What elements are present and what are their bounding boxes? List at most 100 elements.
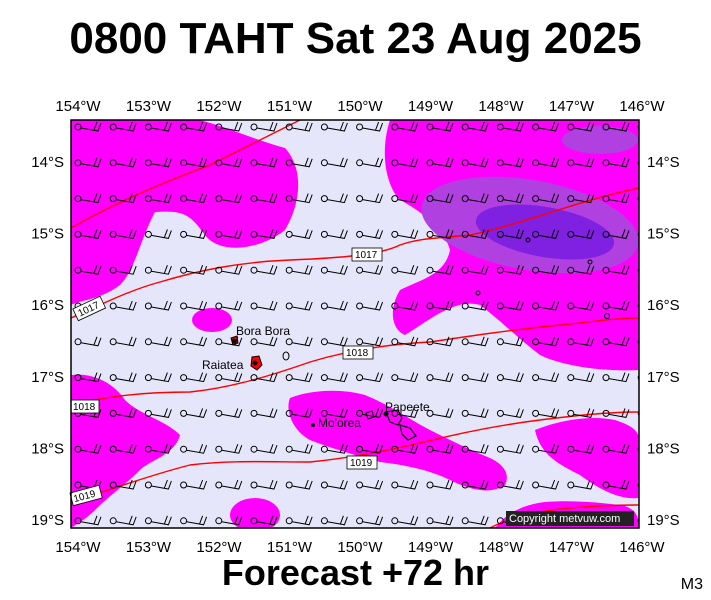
wind-barb [250,372,278,383]
wind-barb [109,157,137,168]
wind-barb [391,265,419,275]
wind-barb [320,408,348,418]
latitude-label-right: 19°S [647,512,680,529]
wind-barb [426,265,454,275]
wind-barb [144,157,172,168]
model-code: M3 [680,576,703,593]
wind-barb [109,444,137,454]
map-frame [70,119,640,529]
wind-barb [602,336,630,347]
wind-barb [285,408,313,418]
wind-barb [391,479,419,490]
wind-barb [391,372,419,383]
isobar-label-1019: 1019 [350,458,373,469]
wind-barb [496,408,524,418]
wind-barb [391,229,419,239]
wind-barb [496,372,524,383]
wind-barb [109,408,137,418]
isobar-label-group: 1017 1018 1019 1017 1018 1019 [69,247,383,507]
wind-barb [215,372,243,383]
longitude-label-top: 150°W [337,98,383,115]
longitude-label-bottom: 147°W [549,539,595,556]
wind-barb [602,408,630,418]
wind-barb [426,157,454,168]
longitude-label-top: 146°W [619,98,665,115]
wind-barb [109,515,137,526]
wind-barb [109,336,137,347]
wind-barb [285,157,313,168]
latitude-label-left: 16°S [31,297,64,314]
wind-barb [356,444,384,454]
place-label-raiatea: Raiatea [202,358,244,372]
wind-barb [180,193,208,204]
latitude-label-left: 18°S [31,440,64,457]
latitude-label-right: 18°S [647,440,680,457]
wind-barb [285,336,313,347]
wind-barb [461,336,489,347]
wind-barb [180,336,208,347]
isobar-label-1017: 1017 [355,250,378,261]
wind-barb [426,229,454,239]
wind-barb [567,265,595,275]
island-moorea [365,410,375,420]
wind-barb [532,121,560,132]
wind-barb [637,267,639,273]
place-marker-bora-bora [231,338,237,344]
axis-group: 154°W 154°W 153°W 153°W 152°W 152°W 151°W 151°W… [31,98,679,556]
latitude-label-right: 17°S [647,369,680,386]
wind-barb [250,479,278,490]
wind-barb [215,193,243,204]
wind-barb [532,372,560,383]
wind-barb [461,515,489,526]
forecast-label: Forecast +72 hr [221,552,490,593]
isobar-1017-a [71,120,301,229]
wind-barb [356,265,384,275]
wind-barb [74,444,102,454]
wind-barb [180,265,208,275]
longitude-label-bottom: 151°W [267,539,313,556]
wind-barb [109,265,137,275]
wind-barb [356,408,384,418]
wind-barb [356,372,384,383]
wind-barb [250,121,278,132]
wind-barb [532,193,560,204]
wind-barb [180,121,208,132]
wind-barb [109,479,137,490]
wind-barb [567,193,595,204]
wind-barb [637,195,639,202]
wind-barb [602,444,630,454]
wind-barb [496,121,524,132]
wind-barb [356,229,384,239]
longitude-label-bottom: 148°W [478,539,524,556]
wind-barb [532,157,560,168]
wind-barb [496,157,524,168]
wind-barb [532,300,560,311]
wind-barb [285,229,313,239]
wind-barb [461,444,489,454]
place-label-moorea: Mo'orea [318,416,361,430]
wind-barb [109,300,137,311]
isobar-label-1018: 1018 [346,348,369,359]
wind-barb [320,479,348,490]
longitude-label-top: 148°W [478,98,524,115]
wind-barb [74,229,102,239]
wind-barb [250,444,278,454]
wind-barb [567,479,595,490]
wind-barb [391,121,419,132]
wind-barb [426,408,454,418]
wind-barb [320,372,348,383]
wind-barb [109,372,137,383]
wind-barb [285,300,313,311]
wind-core-higher [475,204,615,260]
wind-barb [391,515,419,526]
longitude-label-top: 151°W [267,98,313,115]
wind-barb [144,372,172,383]
wind-barb [532,229,560,239]
wind-barb [461,193,489,204]
wind-barb [602,479,630,490]
wind-barb [461,372,489,383]
wind-barb [356,121,384,132]
wind-barb [356,515,384,526]
longitude-label-bottom: 152°W [196,539,242,556]
wind-barb [496,193,524,204]
